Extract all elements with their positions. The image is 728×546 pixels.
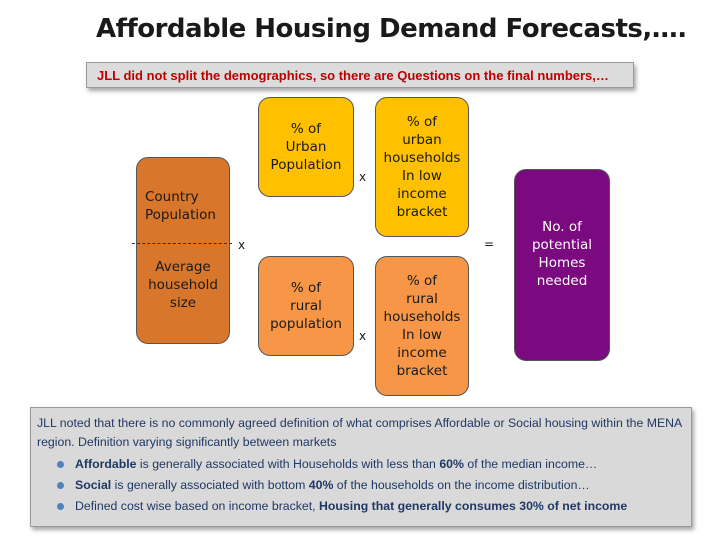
bullet-icon [57, 503, 64, 510]
household-size-label: Average household size [137, 258, 229, 312]
bold-term: Housing that generally consumes 30% of n… [319, 499, 628, 513]
urban-population-box: % of Urban Population [258, 97, 354, 197]
slide-title: Affordable Housing Demand Forecasts,…. [96, 14, 687, 44]
notes-box: JLL noted that there is no commonly agre… [30, 407, 692, 527]
list-item: Defined cost wise based on income bracke… [57, 496, 685, 517]
label-line: % of [290, 280, 322, 296]
label-line: bracket [396, 204, 448, 220]
label-line: % of [406, 114, 438, 130]
equals-operator: = [484, 237, 495, 251]
bullet-icon [57, 482, 64, 489]
label-line: Homes [538, 255, 586, 271]
bold-term: Affordable [75, 457, 137, 471]
urban-households-box: % of urban households In low income brac… [375, 97, 469, 237]
label-line: bracket [396, 363, 448, 379]
label-line: income [397, 345, 447, 361]
label-line: Urban [285, 139, 327, 155]
label-line: households [383, 309, 461, 325]
bullet-icon [57, 461, 64, 468]
bold-term: 40% [308, 478, 334, 492]
label-line: Average [155, 259, 211, 275]
label-line: urban [402, 132, 442, 148]
country-population-box: Country Population Average household siz… [136, 157, 230, 344]
bold-term: 60% [439, 457, 464, 471]
label-line: Population [145, 207, 216, 223]
label-line: potential [531, 237, 593, 253]
bullet-text: is generally associated with bottom [111, 478, 309, 492]
bullet-text: of the households on the income distribu… [333, 478, 590, 492]
label-line: income [397, 186, 447, 202]
label-line: size [169, 295, 197, 311]
label-line: rural [290, 298, 322, 314]
bold-term: Social [75, 478, 112, 492]
bullet-text: is generally associated with Households … [136, 457, 440, 471]
label-line: In low [402, 327, 442, 343]
label-line: rural [406, 291, 438, 307]
label-line: In low [402, 168, 442, 184]
multiply-operator: x [359, 329, 367, 343]
bullet-text: Defined cost wise based on income bracke… [75, 499, 320, 513]
label-line: needed [536, 273, 588, 289]
label-line: Country [145, 189, 199, 205]
label-line: Population [270, 157, 342, 173]
subtitle-banner: JLL did not split the demographics, so t… [86, 62, 634, 88]
multiply-operator: x [238, 238, 246, 252]
multiply-operator: x [359, 170, 367, 184]
bullet-text: of the median income… [463, 457, 598, 471]
label-line: household [148, 277, 218, 293]
division-line [132, 243, 232, 244]
potential-homes-box: No. of potential Homes needed [514, 169, 610, 361]
label-line: % of [406, 273, 438, 289]
notes-intro: JLL noted that there is no commonly agre… [37, 416, 682, 449]
label-line: % of [290, 121, 322, 137]
label-line: No. of [542, 219, 582, 235]
rural-population-box: % of rural population [258, 256, 354, 356]
label-line: population [270, 316, 342, 332]
list-item: Affordable is generally associated with … [57, 454, 685, 475]
label-line: households [383, 150, 461, 166]
list-item: Social is generally associated with bott… [57, 475, 685, 496]
country-population-label: Country Population [137, 188, 229, 224]
notes-list: Affordable is generally associated with … [37, 454, 685, 517]
rural-households-box: % of rural households In low income brac… [375, 256, 469, 396]
